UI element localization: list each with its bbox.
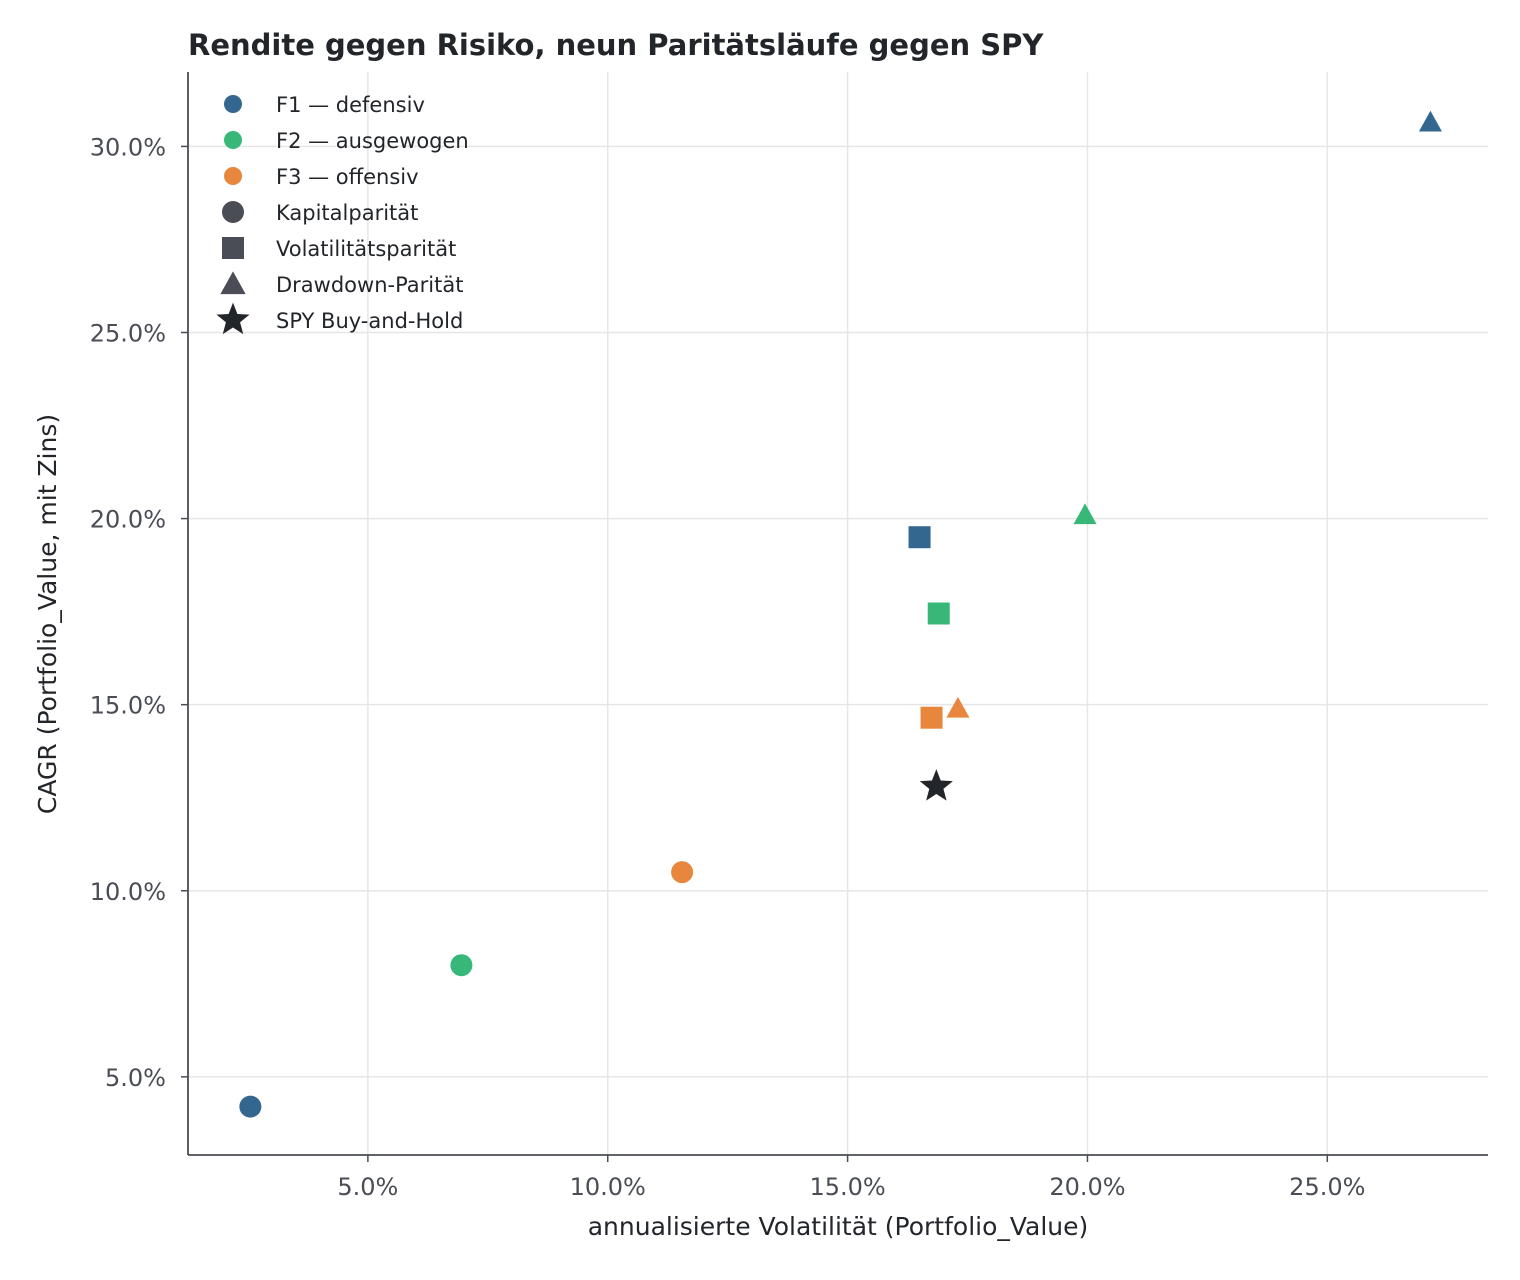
x-ticks: 5.0% 10.0% 15.0% 20.0% 25.0% — [337, 1155, 1365, 1201]
data-points — [239, 110, 1442, 1118]
legend: F1 — defensiv F2 — ausgewogen F3 — offensi… — [216, 93, 469, 335]
legend-swatch-spy — [216, 302, 250, 335]
x-tick-label: 20.0% — [1049, 1173, 1125, 1201]
y-tick-label: 5.0% — [105, 1064, 166, 1092]
y-axis-label: CAGR (Portfolio_Value, mit Zins) — [33, 414, 62, 814]
point-spy-spy — [919, 769, 953, 801]
legend-label: Volatilitätsparität — [276, 237, 456, 261]
point-f3-dd — [946, 696, 970, 718]
x-tick-label: 25.0% — [1289, 1173, 1365, 1201]
legend-label: F2 — ausgewogen — [276, 129, 469, 153]
point-f2-dd — [1073, 503, 1097, 525]
point-f1-dd — [1418, 110, 1442, 132]
legend-label: SPY Buy-and-Hold — [276, 309, 463, 333]
y-ticks: 5.0% 10.0% 15.0% 20.0% 25.0% 30.0% — [90, 133, 188, 1092]
point-f1-vol — [908, 526, 931, 549]
grid-lines — [188, 72, 1488, 1155]
legend-label: F1 — defensiv — [276, 93, 425, 117]
legend-swatch-f3 — [224, 167, 242, 185]
x-tick-label: 15.0% — [809, 1173, 885, 1201]
y-tick-label: 15.0% — [90, 692, 166, 720]
x-tick-label: 5.0% — [337, 1173, 398, 1201]
legend-swatch-vol — [222, 237, 244, 259]
point-f2-vol — [927, 602, 950, 625]
x-axis-label: annualisierte Volatilität (Portfolio_Val… — [588, 1212, 1089, 1241]
chart-title: Rendite gegen Risiko, neun Paritätsläufe… — [188, 28, 1044, 62]
legend-label: Kapitalparität — [276, 201, 418, 225]
point-f3-capital — [671, 861, 694, 884]
point-f1-capital — [239, 1095, 262, 1118]
legend-swatch-capital — [222, 201, 244, 223]
axes — [187, 72, 1488, 1156]
point-f3-vol — [920, 706, 943, 729]
legend-swatch-f2 — [224, 131, 242, 149]
y-tick-label: 20.0% — [90, 506, 166, 534]
x-tick-label: 10.0% — [570, 1173, 646, 1201]
legend-label: F3 — offensiv — [276, 165, 419, 189]
legend-label: Drawdown-Parität — [276, 273, 463, 297]
legend-swatch-dd — [220, 271, 246, 295]
y-tick-label: 10.0% — [90, 878, 166, 906]
point-f2-capital — [450, 954, 473, 977]
y-tick-label: 25.0% — [90, 320, 166, 348]
legend-swatch-f1 — [224, 95, 242, 113]
y-tick-label: 30.0% — [90, 133, 166, 161]
